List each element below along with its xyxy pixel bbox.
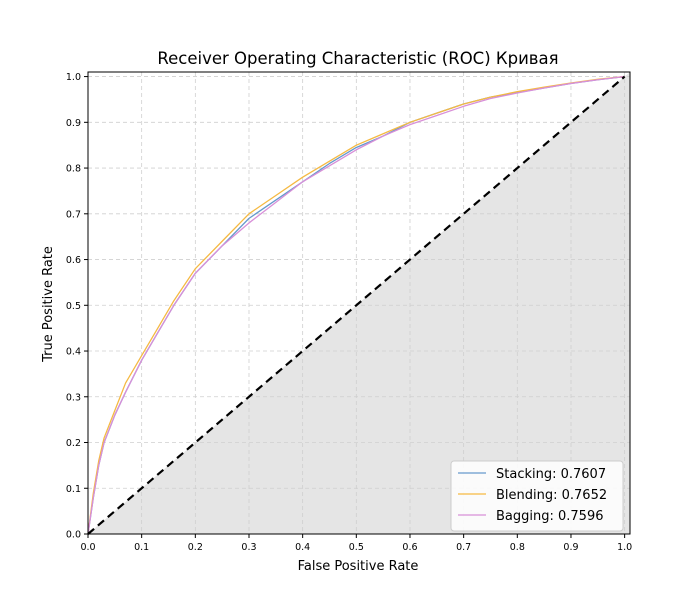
x-axis-label: False Positive Rate	[298, 559, 419, 574]
x-tick-label: 0.1	[134, 542, 149, 553]
legend-label-2: Blending: 0.7652	[496, 488, 607, 503]
x-tick-label: 0.8	[510, 542, 525, 553]
y-tick-label: 1.0	[66, 72, 81, 83]
y-tick-label: 0.7	[66, 209, 81, 220]
x-tick-label: 0.3	[241, 542, 256, 553]
y-tick-label: 0.1	[66, 484, 81, 495]
x-tick-label: 0.6	[402, 542, 417, 553]
y-tick-label: 0.9	[66, 118, 81, 129]
y-tick-label: 0.2	[66, 438, 81, 449]
y-tick-label: 0.8	[66, 164, 81, 175]
legend-box	[450, 460, 624, 532]
axes-frame	[87, 71, 631, 535]
legend-label-1: Stacking: 0.7607	[496, 467, 606, 482]
x-tick-label: 1.0	[617, 542, 632, 553]
y-tick-label: 0.5	[66, 301, 81, 312]
x-tick-label: 0.0	[80, 542, 95, 553]
x-tick-label: 0.2	[188, 542, 203, 553]
y-tick-label: 0.0	[66, 530, 81, 541]
x-tick-label: 0.7	[456, 542, 471, 553]
y-axis-label: True Positive Rate	[41, 246, 56, 363]
legend-label-3: Bagging: 0.7596	[496, 509, 604, 524]
y-tick-label: 0.6	[66, 255, 81, 266]
legend: Stacking: 0.7607 Blending: 0.7652 Bagging:…	[450, 460, 624, 532]
x-tick-label: 0.9	[563, 542, 578, 553]
y-tick-label: 0.4	[66, 347, 81, 358]
series-line-2	[87, 75, 625, 535]
x-tick-label: 0.5	[349, 542, 364, 553]
series-line-3	[87, 75, 625, 535]
x-tick-label: 0.4	[295, 542, 310, 553]
reference-diagonal-line	[87, 75, 626, 535]
chart-title: Receiver Operating Characteristic (ROC) …	[157, 49, 558, 68]
plot-area: 0.0 0.1 0.2 0.3 0.4 0.5 0.6 0.7 0.8 0.9 1.0 0.0 0.1 0…	[66, 71, 632, 553]
y-tick-label: 0.3	[66, 392, 81, 403]
